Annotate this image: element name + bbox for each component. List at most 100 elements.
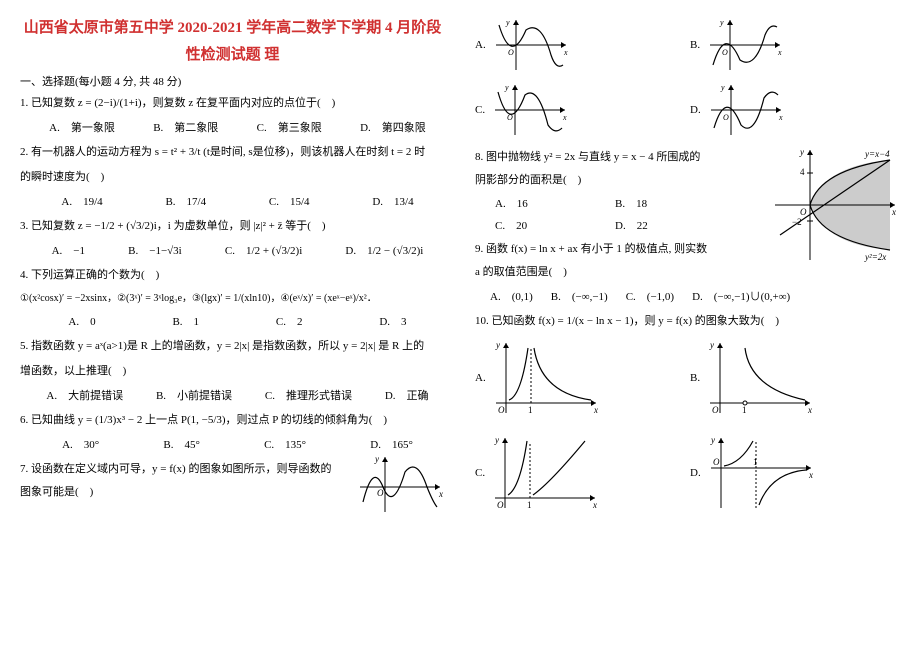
svg-text:y: y [799,147,804,157]
q7-opt-d-label: D. [690,104,701,116]
left-column: 山西省太原市第五中学 2020-2021 学年高二数学下学期 4 月阶段 性检测… [20,15,445,635]
question-8a: 8. 图中抛物线 y² = 2x 与直线 y = x − 4 所围成的 [475,147,755,168]
q2-opt-c: C. 15/4 [269,193,310,209]
q7-opt-c: C. O x y [475,80,685,140]
q1-opt-d: D. 第四象限 [360,119,426,135]
q3-opt-b: B. −1−√3i [128,242,182,258]
svg-text:x: x [808,470,813,480]
q7-graph-b: O x y [705,15,785,75]
q2-opt-d: D. 13/4 [372,193,413,209]
q3-opt-c: C. 1/2 + (√3/2)i [225,242,302,258]
q10-graph-d: O x y 1 [706,433,816,513]
q7-options-grid: A. O x y B. O x y C. [475,15,900,140]
question-3-options: A. −1 B. −1−√3i C. 1/2 + (√3/2)i D. 1/2 … [30,242,445,258]
q10-options-grid: A. O x y 1 B. O x y 1 [475,338,900,513]
question-4: 4. 下列运算正确的个数为( ) [20,265,445,286]
q6-opt-d: D. 165° [370,436,413,452]
q10-opt-a-label: A. [475,372,486,384]
question-5b: 增函数，以上推理( ) [20,361,445,382]
q10-opt-c: C. O x y 1 [475,433,685,513]
q10-opt-d: D. O x y 1 [690,433,900,513]
q6-opt-c: C. 135° [264,436,306,452]
q10-opt-b-label: B. [690,372,700,384]
q4-opt-c: C. 2 [276,313,303,329]
question-2a: 2. 有一机器人的运动方程为 s = t² + 3/t (t是时间, s是位移)… [20,142,445,163]
q3-opt-a: A. −1 [52,242,85,258]
svg-text:x: x [891,207,896,217]
q7-graph-c: O x y [490,80,570,140]
svg-text:1: 1 [742,405,747,415]
q10-opt-c-label: C. [475,467,485,479]
svg-text:1: 1 [527,500,532,510]
svg-text:x: x [593,405,598,415]
svg-text:1: 1 [528,405,533,415]
svg-text:x: x [562,113,567,122]
svg-text:1: 1 [753,457,758,467]
q7-opt-b: B. O x y [690,15,900,75]
svg-text:x: x [438,489,443,499]
q9-opt-a: A. (0,1) [490,288,533,304]
q1-opt-b: B. 第二象限 [153,119,218,135]
question-8b: 阴影部分的面积是( ) [475,170,900,191]
question-5-options: A. 大前提错误 B. 小前提错误 C. 推理形式错误 D. 正确 [30,387,445,403]
svg-text:y: y [709,340,714,350]
question-8-block: x y O y=x−4 y²=2x 4 −2 8. 图中抛物线 y² = 2x … [475,145,900,285]
section-heading: 一、选择题(每小题 4 分, 共 48 分) [20,73,445,89]
svg-text:y: y [505,18,510,27]
question-9-options: A. (0,1) B. (−∞,−1) C. (−1,0) D. (−∞,−1)… [490,288,900,304]
svg-text:O: O [712,405,719,415]
q5-opt-c: C. 推理形式错误 [265,387,352,403]
q2-opt-b: B. 17/4 [165,193,206,209]
svg-text:y: y [495,340,500,350]
q3-opt-d: D. 1/2 − (√3/2)i [345,242,423,258]
q10-graph-c: O x y 1 [490,433,600,513]
question-2b: 的瞬时速度为( ) [20,167,445,188]
q7-opt-c-label: C. [475,104,485,116]
question-7-block: 7. 设函数在定义域内可导，y = f(x) 的图象如图所示，则导函数的 图象可… [20,457,445,505]
q8-opt-d: D. 22 [615,215,735,237]
q7-opt-d: D. O x y [690,80,900,140]
question-1-options: A. 第一象限 B. 第二象限 C. 第三象限 D. 第四象限 [30,119,445,135]
q10-graph-a: O x y 1 [491,338,601,418]
svg-text:y: y [494,435,499,445]
svg-text:y: y [720,83,725,92]
q7-graph-a: O x y [491,15,571,75]
q10-opt-a: A. O x y 1 [475,338,685,418]
q10-opt-b: B. O x y 1 [690,338,900,418]
q5-opt-b: B. 小前提错误 [156,387,232,403]
question-9a: 9. 函数 f(x) = ln x + ax 有小于 1 的极值点, 则实数 [475,239,755,260]
q7-graph-d: O x y [706,80,786,140]
q1-opt-a: A. 第一象限 [49,119,115,135]
question-2-options: A. 19/4 B. 17/4 C. 15/4 D. 13/4 [30,193,445,209]
right-column: A. O x y B. O x y C. [475,15,900,635]
question-4-options: A. 0 B. 1 C. 2 D. 3 [30,313,445,329]
question-6-options: A. 30° B. 45° C. 135° D. 165° [30,436,445,452]
svg-text:x: x [778,113,783,122]
svg-text:y²=2x: y²=2x [864,252,886,262]
svg-text:y: y [719,18,724,27]
question-1: 1. 已知复数 z = (2−i)/(1+i)，则复数 z 在复平面内对应的点位… [20,93,445,114]
q8-figure: x y O y=x−4 y²=2x 4 −2 [770,145,900,265]
question-6: 6. 已知曲线 y = (1/3)x³ − 2 上一点 P(1, −5/3)，则… [20,410,445,431]
q10-opt-d-label: D. [690,467,701,479]
q9-opt-b: B. (−∞,−1) [551,288,608,304]
q6-opt-b: B. 45° [163,436,200,452]
q7-opt-a: A. O x y [475,15,685,75]
svg-text:O: O [722,48,728,57]
q5-opt-d: D. 正确 [385,387,429,403]
svg-text:O: O [713,457,720,467]
q7-opt-b-label: B. [690,39,700,51]
q9-opt-c: C. (−1,0) [626,288,674,304]
q8-opt-b: B. 18 [615,193,735,215]
question-3: 3. 已知复数 z = −1/2 + (√3/2)i，i 为虚数单位，则 |z|… [20,216,445,237]
q10-graph-b: O x y 1 [705,338,815,418]
svg-text:O: O [508,48,514,57]
q1-opt-c: C. 第三象限 [257,119,322,135]
svg-text:−2: −2 [792,217,802,227]
exam-title-line2: 性检测试题 理 [20,42,445,69]
svg-text:O: O [497,500,504,510]
svg-text:y: y [710,435,715,445]
svg-text:O: O [723,113,729,122]
svg-text:x: x [563,48,568,57]
q4-opt-d: D. 3 [379,313,406,329]
